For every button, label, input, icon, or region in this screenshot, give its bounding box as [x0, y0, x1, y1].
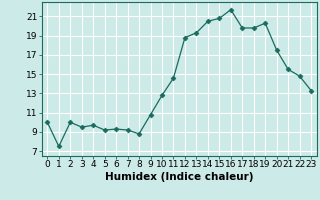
X-axis label: Humidex (Indice chaleur): Humidex (Indice chaleur) [105, 172, 253, 182]
